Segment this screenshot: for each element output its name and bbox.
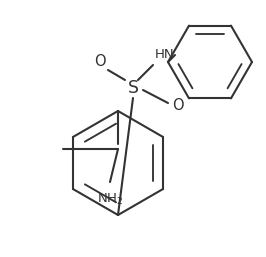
Text: NH$_2$: NH$_2$ [97, 192, 123, 207]
Text: O: O [94, 54, 106, 69]
Text: S: S [127, 79, 139, 97]
Text: O: O [172, 97, 184, 113]
Text: HN: HN [155, 49, 174, 61]
